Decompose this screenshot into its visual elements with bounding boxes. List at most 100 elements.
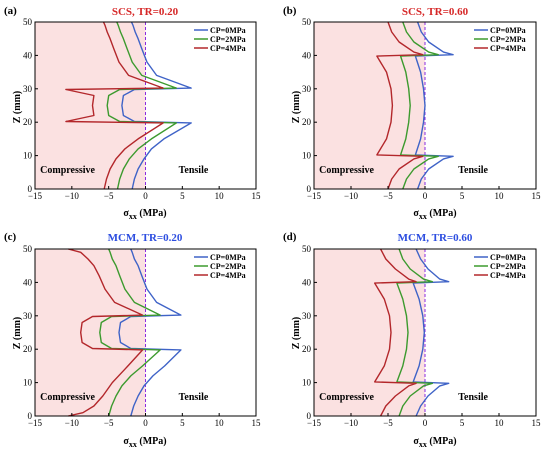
x-axis-label: σxx (MPa): [123, 208, 166, 221]
y-tick-label: 20: [302, 117, 312, 127]
tensile-label: Tensile: [458, 165, 488, 176]
series-line-cp0mpa: [412, 248, 450, 417]
x-tick-label: −15: [307, 191, 322, 201]
x-tick-label: −10: [344, 418, 359, 428]
x-tick-label: −5: [383, 418, 393, 428]
y-axis-label: Z (mm): [291, 91, 302, 124]
tensile-label: Tensile: [179, 165, 209, 176]
panel-d: (d) MCM, TR=0.60 −15 −10 −5 0 5 10 15 0 10 20 30 40…: [283, 231, 541, 449]
y-tick-label: 0: [28, 184, 33, 194]
series-line-cp4mpa: [374, 248, 417, 417]
y-tick-label: 0: [307, 184, 312, 194]
series-line-cp0mpa: [414, 21, 454, 190]
series-line-cp2mpa: [396, 248, 434, 417]
compressive-label: Compressive: [40, 392, 95, 403]
x-tick-label: 5: [460, 191, 465, 201]
series-line-cp4mpa: [68, 248, 144, 417]
chart-title: MCM, TR=0.60: [398, 232, 473, 244]
y-axis-label: Z (mm): [291, 317, 302, 350]
x-tick-label: −5: [104, 191, 114, 201]
y-tick-label: 10: [23, 378, 33, 388]
chart-title: SCS, TR=0.60: [402, 6, 469, 18]
panel-label: (a): [4, 5, 17, 17]
legend-label: CP=4MPa: [210, 271, 246, 280]
x-tick-label: 15: [252, 191, 262, 201]
legend-label: CP=0MPa: [490, 26, 526, 35]
y-tick-label: 20: [23, 344, 33, 354]
x-tick-label: −10: [344, 191, 359, 201]
panel-label: (d): [283, 231, 297, 243]
x-tick-label: 0: [143, 418, 148, 428]
y-tick-label: 30: [23, 84, 33, 94]
legend-label: CP=2MPa: [210, 35, 246, 44]
x-tick-label: 0: [423, 191, 428, 201]
x-tick-label: 10: [495, 191, 505, 201]
y-axis-label: Z (mm): [12, 317, 23, 350]
legend-label: CP=2MPa: [210, 262, 246, 271]
y-axis-label: Z (mm): [12, 91, 23, 124]
x-tick-label: −10: [65, 418, 80, 428]
y-tick-label: 50: [302, 244, 312, 254]
x-tick-label: 10: [215, 191, 225, 201]
panel-label: (c): [4, 231, 17, 243]
x-tick-label: −15: [28, 418, 43, 428]
x-tick-label: 5: [180, 191, 185, 201]
legend-label: CP=4MPa: [210, 44, 246, 53]
y-tick-label: 40: [302, 50, 312, 60]
x-axis-label: σxx (MPa): [413, 436, 456, 449]
x-tick-label: −5: [383, 191, 393, 201]
y-tick-label: 10: [302, 151, 312, 161]
tensile-label: Tensile: [458, 392, 488, 403]
x-tick-label: 15: [252, 418, 262, 428]
y-tick-label: 40: [302, 277, 312, 287]
compressive-region: [314, 22, 425, 189]
legend-label: CP=4MPa: [490, 271, 526, 280]
series-line-cp2mpa: [106, 21, 178, 190]
compressive-label: Compressive: [319, 165, 374, 176]
y-tick-label: 0: [28, 411, 33, 421]
legend-label: CP=0MPa: [210, 26, 246, 35]
panel-c: (c) MCM, TR=0.20 −15 −10 −5 0 5 10 15 0 10 20 30 40…: [4, 231, 261, 449]
series-line-cp0mpa: [121, 21, 192, 190]
chart-title: MCM, TR=0.20: [108, 232, 183, 244]
x-axis-label: σxx (MPa): [123, 436, 166, 449]
x-tick-label: −5: [104, 418, 114, 428]
y-tick-label: 0: [307, 411, 312, 421]
legend-label: CP=0MPa: [210, 253, 246, 262]
y-tick-label: 50: [23, 244, 33, 254]
panel-a: (a) SCS, TR=0.20 −15 −10 −5 0 5 10 15 0 10 20 30 40…: [4, 5, 261, 221]
legend-label: CP=4MPa: [490, 44, 526, 53]
x-tick-label: −15: [307, 418, 322, 428]
x-tick-label: 5: [180, 418, 185, 428]
compressive-region: [35, 249, 146, 416]
legend-label: CP=0MPa: [490, 253, 526, 262]
x-tick-label: −10: [65, 191, 80, 201]
series-line-cp4mpa: [65, 21, 164, 190]
x-tick-label: 15: [532, 418, 542, 428]
y-tick-label: 10: [302, 378, 312, 388]
series-line-cp0mpa: [118, 248, 182, 417]
compressive-label: Compressive: [40, 165, 95, 176]
y-tick-label: 50: [23, 17, 33, 27]
y-tick-label: 20: [23, 117, 33, 127]
tensile-label: Tensile: [179, 392, 209, 403]
x-tick-label: 10: [215, 418, 225, 428]
y-tick-label: 30: [23, 311, 33, 321]
y-tick-label: 40: [23, 50, 33, 60]
series-line-cp2mpa: [399, 21, 439, 190]
y-tick-label: 10: [23, 151, 33, 161]
x-tick-label: −15: [28, 191, 43, 201]
y-tick-label: 30: [302, 84, 312, 94]
x-tick-label: 0: [143, 191, 148, 201]
panel-label: (b): [283, 5, 297, 17]
y-tick-label: 30: [302, 311, 312, 321]
y-tick-label: 40: [23, 277, 33, 287]
y-tick-label: 50: [302, 17, 312, 27]
compressive-label: Compressive: [319, 392, 374, 403]
legend-label: CP=2MPa: [490, 35, 526, 44]
chart-title: SCS, TR=0.20: [112, 6, 179, 18]
panel-b: (b) SCS, TR=0.60 −15 −10 −5 0 5 10 15 0 10 20 30 40…: [283, 5, 541, 221]
x-tick-label: 5: [460, 418, 465, 428]
compressive-region: [35, 22, 146, 189]
